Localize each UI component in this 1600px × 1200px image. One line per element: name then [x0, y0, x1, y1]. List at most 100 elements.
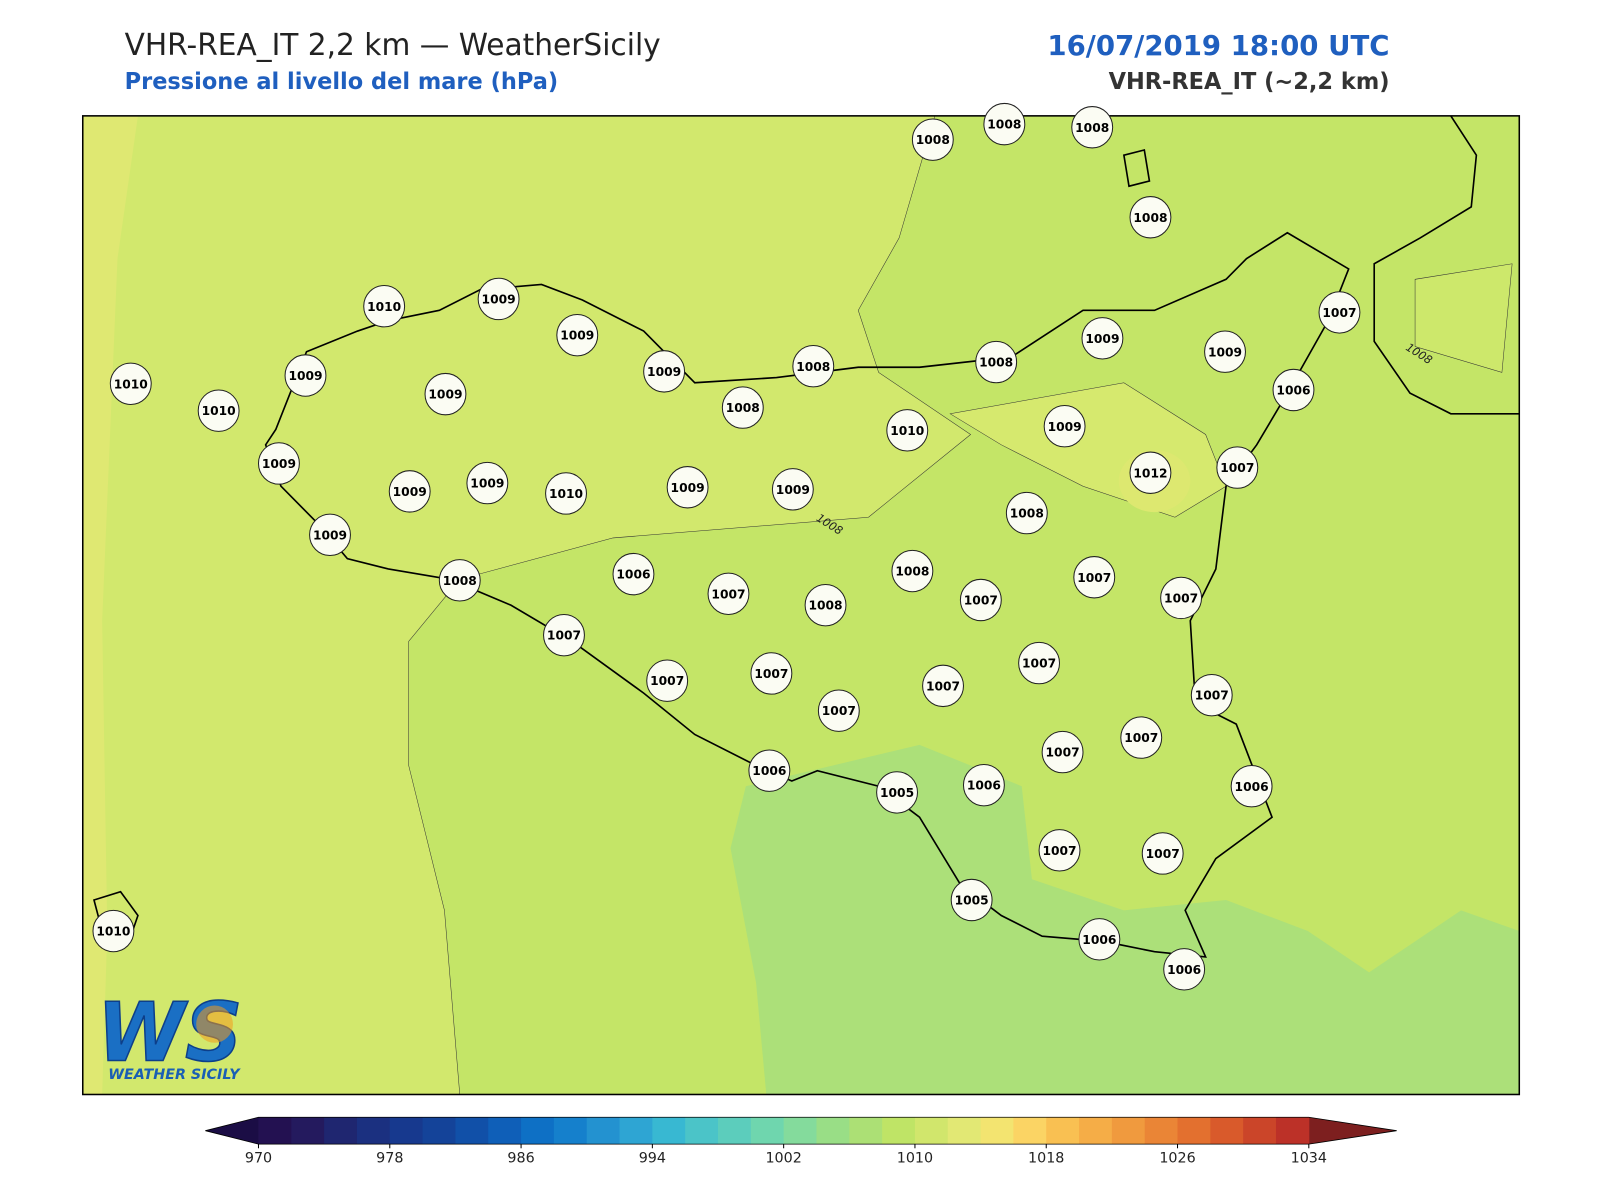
station-marker	[1038, 829, 1081, 872]
colorbar-swatch	[980, 1117, 1014, 1145]
colorbar-swatch	[619, 1117, 653, 1145]
station-marker	[707, 572, 750, 616]
station-marker	[962, 763, 1005, 807]
colorbar-swatch	[652, 1117, 686, 1145]
colorbar-tick-label: 1026	[1159, 1151, 1195, 1167]
station-value: 1007	[926, 679, 960, 693]
colorbar-swatch	[553, 1117, 588, 1145]
colorbar-swatch	[849, 1117, 883, 1145]
colorbar-swatch	[1111, 1117, 1146, 1145]
station-value: 1007	[1146, 847, 1180, 861]
colorbar-swatch	[324, 1117, 358, 1145]
station-value: 1007	[1042, 844, 1076, 858]
station-value: 1010	[549, 487, 583, 501]
colorbar-tick-label: 1034	[1291, 1151, 1327, 1167]
field-1008-east	[1414, 263, 1513, 373]
station-marker	[1018, 641, 1061, 685]
plot-frame	[81, 115, 1521, 1096]
station-marker	[1190, 673, 1233, 717]
station-value: 1007	[964, 593, 998, 607]
station-value: 1009	[1085, 332, 1119, 346]
station-value: 1009	[671, 481, 705, 495]
field-1010	[82, 115, 138, 1095]
station-value: 1006	[616, 568, 650, 582]
station-marker	[92, 909, 135, 953]
colorbar-swatch	[258, 1117, 292, 1145]
station-marker	[643, 350, 686, 393]
logo: WS WEATHER SICILY	[96, 985, 243, 1083]
subtitle: Pressione al livello del mare (hPa)	[125, 69, 558, 95]
station-marker	[309, 513, 351, 557]
station-value: 1008	[796, 360, 830, 374]
station-value: 1010	[96, 925, 130, 939]
station-marker	[556, 313, 599, 357]
station-marker	[1043, 405, 1086, 448]
station-marker	[1078, 918, 1121, 961]
colorbar-swatch	[1243, 1117, 1277, 1145]
station-value: 1009	[288, 369, 322, 383]
station-marker	[1120, 716, 1163, 759]
station-value: 1007	[754, 667, 788, 681]
station-marker	[1230, 765, 1273, 808]
station-value: 1005	[955, 893, 989, 907]
colorbar-swatch	[488, 1117, 522, 1145]
title: VHR-REA_IT 2,2 km — WeatherSicily	[125, 28, 661, 63]
station-marker	[1005, 491, 1048, 535]
station-value: 1010	[202, 404, 236, 418]
datetime: 16/07/2019 18:00 UTC	[1047, 29, 1389, 62]
station-marker	[543, 613, 585, 657]
station-value: 1007	[1077, 571, 1111, 585]
station-value: 1010	[890, 424, 924, 438]
station-value: 1008	[1010, 507, 1044, 521]
colorbar-swatch	[422, 1117, 456, 1145]
colorbar-tick-label: 1018	[1028, 1151, 1064, 1167]
station-value: 1007	[547, 629, 581, 643]
station-marker	[545, 472, 587, 515]
colorbar-tick-label: 994	[639, 1151, 666, 1167]
colorbar-swatch	[1210, 1117, 1244, 1145]
colorbar-swatch	[586, 1117, 621, 1145]
station-marker	[876, 771, 919, 814]
station-marker	[1081, 317, 1124, 360]
station-marker	[1272, 368, 1315, 412]
station-marker	[983, 102, 1026, 146]
colorbar-swatch	[291, 1117, 325, 1145]
station-marker	[748, 749, 791, 792]
colorbar-swatch	[1046, 1117, 1080, 1145]
colorbar-over	[1308, 1117, 1397, 1145]
station-value: 1012	[1133, 466, 1167, 480]
station-value: 1005	[880, 786, 914, 800]
station-value: 1007	[1322, 306, 1356, 320]
stations: 1008 1008 1008 1008 1010 1009 1009 1009 1008 1008…	[92, 102, 1361, 991]
station-value: 1009	[1208, 345, 1242, 359]
colorbar-swatch	[389, 1117, 424, 1145]
station-marker	[771, 468, 814, 511]
colorbar: 970 978 986 994 1002 1010 1018 1026 1034	[205, 1116, 1397, 1167]
colorbar-tick-label: 978	[376, 1151, 403, 1167]
station-marker	[975, 340, 1018, 384]
station-value: 1006	[1235, 780, 1269, 794]
colorbar-swatch	[718, 1117, 752, 1145]
station-marker	[1129, 451, 1172, 494]
station-value: 1009	[393, 485, 427, 499]
station-value: 1008	[895, 565, 929, 579]
colorbar-under	[205, 1117, 259, 1145]
station-marker	[959, 578, 1002, 622]
station-value: 1006	[1167, 963, 1201, 977]
colorbar-tick-label: 986	[507, 1151, 534, 1167]
station-value: 1010	[367, 300, 401, 314]
station-value: 1008	[808, 599, 842, 613]
station-marker	[109, 362, 152, 405]
station-marker	[612, 552, 655, 596]
station-value: 1007	[650, 674, 684, 688]
model: VHR-REA_IT (~2,2 km)	[1109, 69, 1390, 95]
station-value: 1007	[1195, 689, 1229, 703]
colorbar-swatch	[521, 1117, 555, 1145]
station-value: 1009	[1048, 420, 1082, 434]
colorbar-swatch	[685, 1117, 719, 1145]
station-value: 1007	[1046, 746, 1080, 760]
station-marker	[1073, 556, 1116, 599]
station-value: 1008	[1133, 211, 1167, 225]
station-marker	[466, 461, 509, 505]
